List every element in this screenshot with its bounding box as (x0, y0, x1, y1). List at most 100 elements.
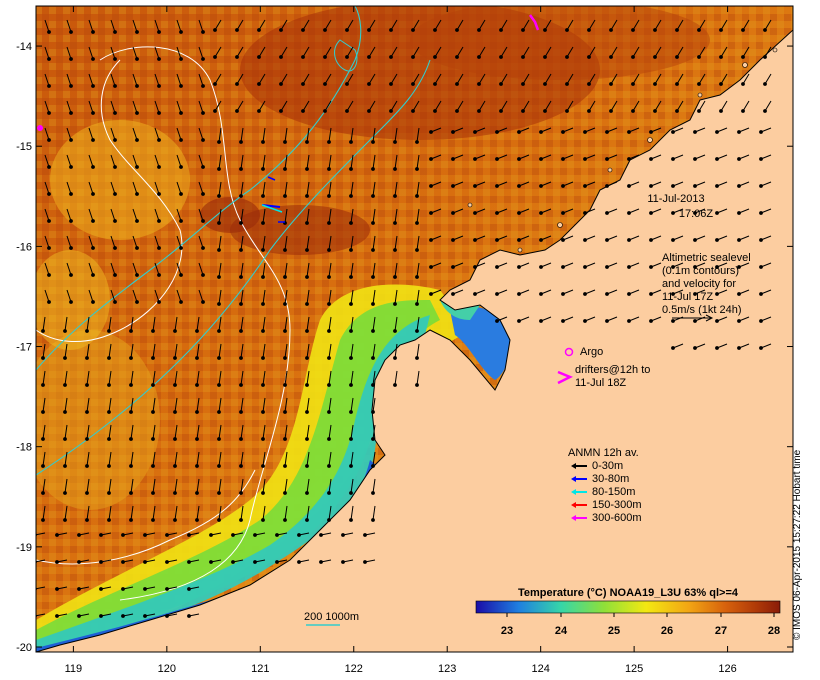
velocity-arrow-head (539, 211, 543, 215)
velocity-arrow-head (477, 82, 481, 86)
velocity-arrow (456, 73, 464, 85)
velocity-arrow-head (69, 111, 73, 115)
velocity-arrow (372, 262, 376, 278)
velocity-arrow (764, 73, 772, 85)
velocity-arrow-head (495, 319, 499, 323)
velocity-arrow-head (143, 614, 147, 618)
velocity-arrow-head (69, 192, 73, 196)
velocity-arrow-head (217, 410, 221, 414)
velocity-arrow-head (319, 560, 323, 564)
velocity-arrow (698, 46, 706, 58)
velocity-arrow (152, 343, 156, 359)
velocity-arrow-head (55, 587, 59, 591)
velocity-arrow-head (235, 82, 239, 86)
velocity-arrow-head (85, 518, 89, 522)
velocity-arrow (306, 262, 310, 278)
velocity-arrow-head (715, 184, 719, 188)
velocity-arrow (588, 46, 596, 58)
velocity-arrow-head (41, 383, 45, 387)
velocity-arrow (198, 127, 204, 141)
velocity-arrow-head (151, 356, 155, 360)
velocity-arrow-head (217, 275, 221, 279)
velocity-arrow (176, 289, 182, 303)
velocity-arrow (64, 478, 68, 494)
velocity-arrow-head (737, 157, 741, 161)
velocity-arrow-head (341, 560, 345, 564)
velocity-arrow-head (693, 319, 697, 323)
velocity-arrow-head (715, 319, 719, 323)
velocity-arrow (328, 451, 332, 467)
velocity-arrow-head (47, 111, 51, 115)
velocity-arrow-head (305, 221, 309, 225)
velocity-arrow-head (239, 275, 243, 279)
velocity-arrow (132, 19, 138, 33)
velocity-arrow-head (605, 292, 609, 296)
velocity-arrow-head (605, 184, 609, 188)
velocity-arrow (280, 19, 288, 31)
velocity-arrow (372, 343, 376, 359)
velocity-arrow-head (113, 111, 117, 115)
velocity-arrow-head (627, 211, 631, 215)
velocity-arrow-head (91, 138, 95, 142)
velocity-arrow-head (473, 292, 477, 296)
velocity-arrow-head (389, 28, 393, 32)
velocity-arrow (698, 100, 706, 112)
velocity-arrow-head (671, 157, 675, 161)
velocity-arrow-head (41, 491, 45, 495)
velocity-arrow (302, 100, 310, 112)
velocity-arrow (110, 181, 116, 195)
velocity-arrow-head (759, 238, 763, 242)
velocity-arrow-head (41, 356, 45, 360)
velocity-arrow-head (649, 292, 653, 296)
velocity-arrow-head (371, 518, 375, 522)
velocity-arrow (350, 181, 354, 197)
velocity-arrow (66, 235, 72, 249)
velocity-arrow (416, 127, 420, 143)
velocity-arrow (218, 127, 222, 143)
velocity-arrow-head (349, 437, 353, 441)
velocity-arrow-head (69, 30, 73, 34)
velocity-arrow-head (583, 130, 587, 134)
lon-tick-label: 120 (158, 663, 176, 675)
velocity-arrow (132, 127, 138, 141)
velocity-arrow (394, 289, 398, 305)
velocity-arrow-head (261, 302, 265, 306)
velocity-arrow-head (759, 265, 763, 269)
velocity-arrow-head (393, 275, 397, 279)
velocity-arrow-head (415, 248, 419, 252)
velocity-arrow-head (627, 184, 631, 188)
velocity-arrow-head (719, 109, 723, 113)
lon-tick-label: 122 (345, 663, 363, 675)
velocity-arrow (44, 19, 50, 33)
velocity-arrow (456, 46, 464, 58)
velocity-arrow-head (371, 140, 375, 144)
velocity-arrow-head (213, 28, 217, 32)
velocity-arrow (86, 343, 90, 359)
velocity-arrow (88, 100, 94, 114)
velocity-arrow-head (455, 109, 459, 113)
velocity-arrow-head (283, 437, 287, 441)
velocity-arrow (66, 154, 72, 168)
velocity-arrow (42, 478, 46, 494)
svg-text:200 1000m: 200 1000m (304, 611, 359, 623)
velocity-arrow-head (143, 560, 147, 564)
velocity-arrow-head (143, 533, 147, 537)
velocity-arrow (176, 100, 182, 114)
velocity-arrow-head (201, 57, 205, 61)
velocity-arrow-head (543, 109, 547, 113)
velocity-arrow-head (341, 533, 345, 537)
velocity-arrow-head (201, 192, 205, 196)
velocity-arrow (42, 370, 46, 386)
velocity-arrow-head (91, 300, 95, 304)
velocity-arrow (328, 343, 332, 359)
velocity-arrow (350, 343, 354, 359)
velocity-arrow (262, 127, 266, 143)
velocity-arrow (372, 478, 376, 494)
velocity-arrow-head (55, 560, 59, 564)
anmn-arrowhead-icon (571, 502, 576, 508)
velocity-arrow-head (763, 28, 767, 32)
velocity-arrow-head (283, 356, 287, 360)
velocity-arrow-head (283, 167, 287, 171)
velocity-arrow (328, 424, 332, 440)
velocity-arrow (280, 73, 288, 85)
